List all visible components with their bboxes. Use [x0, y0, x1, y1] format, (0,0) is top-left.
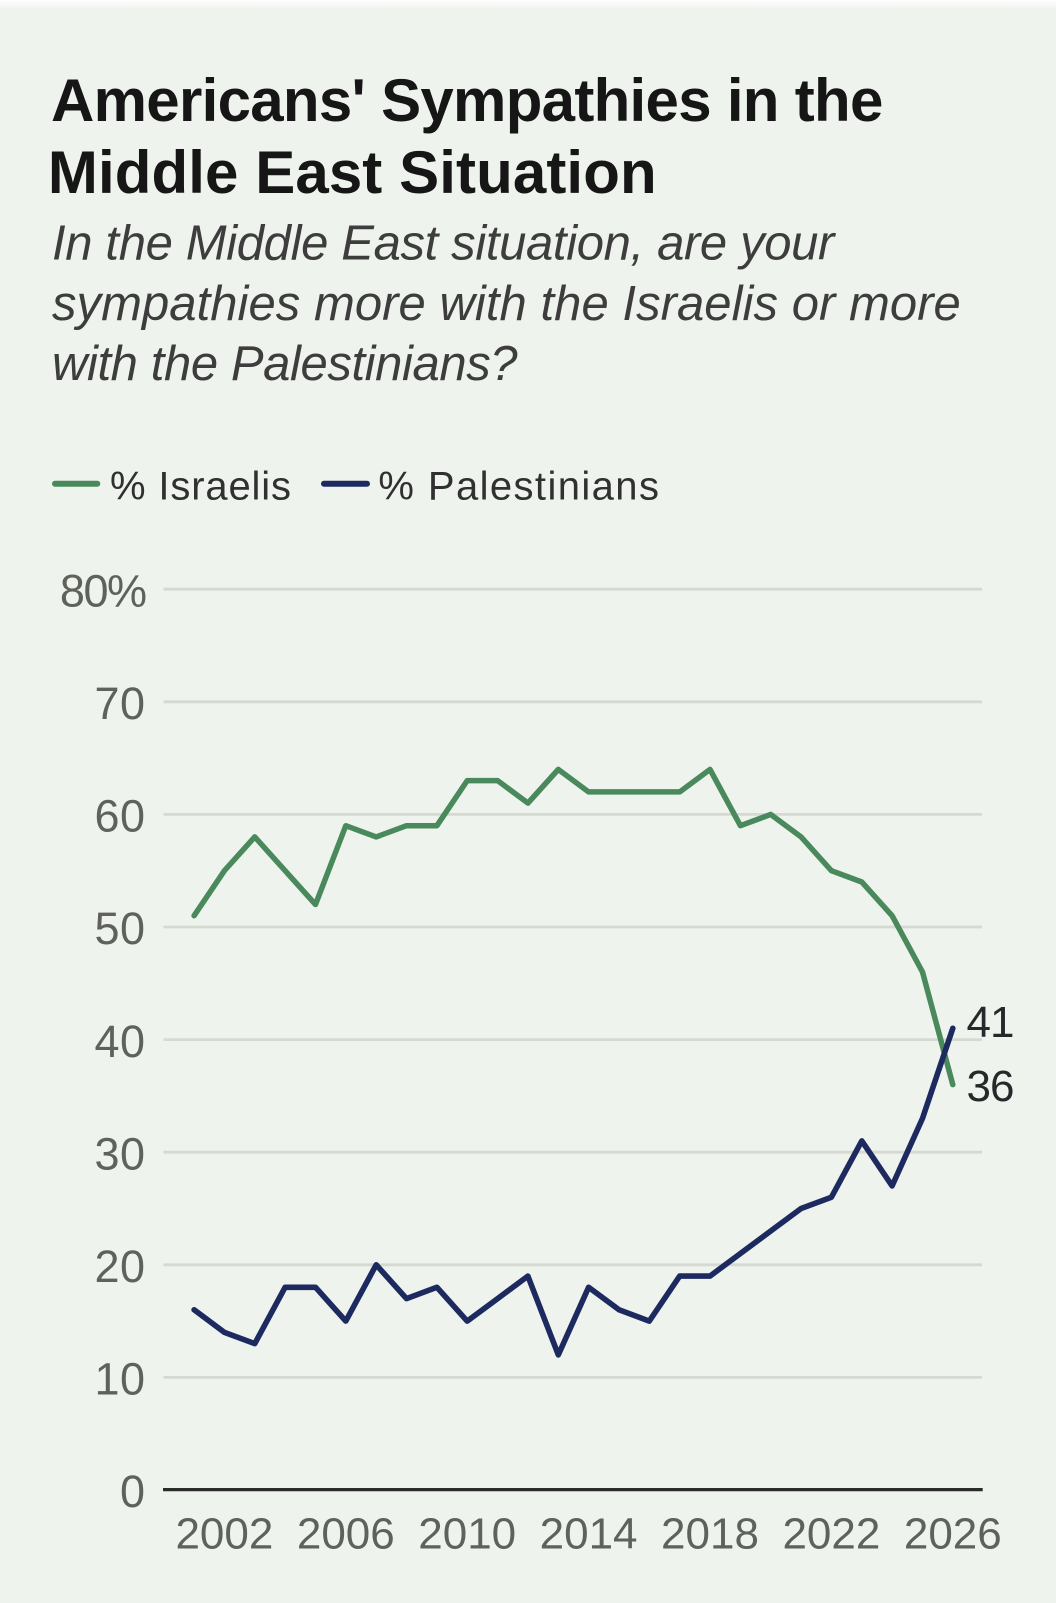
svg-text:40: 40: [94, 1016, 145, 1067]
svg-text:In the Middle East situation,: In the Middle East situation, are your: [52, 216, 836, 270]
svg-text:2006: 2006: [297, 1510, 395, 1559]
svg-text:2022: 2022: [782, 1510, 880, 1559]
svg-text:36: 36: [967, 1062, 1014, 1111]
svg-text:sympathies more with the Israe: sympathies more with the Israelis or mor…: [52, 277, 961, 331]
svg-text:0: 0: [120, 1466, 146, 1517]
svg-text:% Palestinians: % Palestinians: [378, 464, 660, 508]
svg-text:2010: 2010: [418, 1510, 516, 1559]
svg-text:2002: 2002: [175, 1510, 273, 1559]
svg-text:2014: 2014: [540, 1510, 638, 1559]
svg-text:70: 70: [94, 678, 145, 729]
svg-text:41: 41: [967, 998, 1014, 1047]
svg-text:20: 20: [94, 1241, 145, 1292]
svg-text:10: 10: [94, 1354, 145, 1405]
svg-text:2018: 2018: [661, 1510, 759, 1559]
svg-text:with the Palestinians?: with the Palestinians?: [52, 337, 518, 391]
svg-text:80%: 80%: [60, 565, 146, 616]
svg-text:50: 50: [94, 903, 145, 954]
svg-text:60: 60: [94, 791, 145, 842]
svg-text:Americans' Sympathies in the: Americans' Sympathies in the: [51, 67, 883, 134]
svg-text:Middle East Situation: Middle East Situation: [48, 139, 657, 206]
svg-text:% Israelis: % Israelis: [110, 464, 292, 508]
svg-text:2026: 2026: [904, 1510, 1002, 1559]
svg-text:30: 30: [94, 1128, 145, 1179]
